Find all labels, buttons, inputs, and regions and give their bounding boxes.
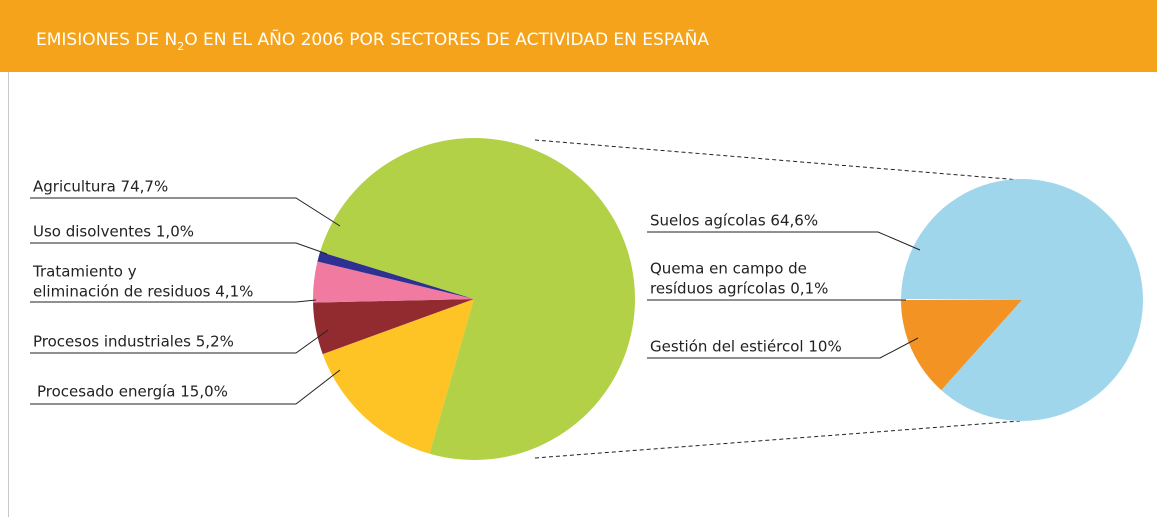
leaders bbox=[30, 197, 921, 405]
connector bbox=[534, 139, 1021, 181]
leader-line bbox=[30, 197, 341, 227]
slice-label: eliminación de residuos 4,1% bbox=[33, 283, 253, 301]
pie-slice bbox=[320, 137, 635, 460]
pies bbox=[312, 137, 1143, 460]
pie-slice bbox=[901, 178, 1143, 421]
leader-line bbox=[30, 369, 341, 405]
pie-slice bbox=[901, 298, 1022, 300]
slice-label: Procesado energía 15,0% bbox=[37, 383, 228, 401]
slice-label: Suelos agícolas 64,6% bbox=[650, 212, 818, 230]
title-part: EMISIONES DE N bbox=[36, 30, 177, 50]
slice-label: resíduos agrícolas 0,1% bbox=[650, 280, 828, 298]
slice-label: Uso disolventes 1,0% bbox=[33, 223, 194, 241]
leader-line bbox=[647, 337, 919, 359]
slice-label: Tratamiento y bbox=[32, 263, 137, 281]
leader-line bbox=[30, 242, 328, 255]
pie-slice bbox=[901, 300, 1022, 391]
slice-label: Gestión del estiércol 10% bbox=[650, 338, 842, 356]
slice-label: Quema en campo de bbox=[650, 260, 807, 278]
slice-label: Agricultura 74,7% bbox=[33, 178, 168, 196]
title-subscript: 2 bbox=[177, 40, 184, 53]
title-part: O EN EL AÑO 2006 POR SECTORES DE ACTIVID… bbox=[184, 28, 709, 50]
connector bbox=[534, 420, 1021, 459]
leader-line bbox=[30, 329, 329, 354]
leader-line bbox=[30, 299, 317, 303]
labels: Agricultura 74,7% Uso disolventes 1,0% T… bbox=[32, 178, 842, 401]
pie-slice bbox=[312, 261, 474, 303]
header-bar bbox=[0, 0, 1157, 72]
slice-label: Procesos industriales 5,2% bbox=[33, 333, 234, 351]
pie-slice bbox=[322, 299, 474, 454]
leader-line bbox=[647, 231, 921, 251]
chart-title: EMISIONES DE N2O EN EL AÑO 2006 POR SECT… bbox=[36, 28, 709, 53]
pie-slice bbox=[313, 299, 474, 355]
pie-slice bbox=[317, 251, 474, 299]
